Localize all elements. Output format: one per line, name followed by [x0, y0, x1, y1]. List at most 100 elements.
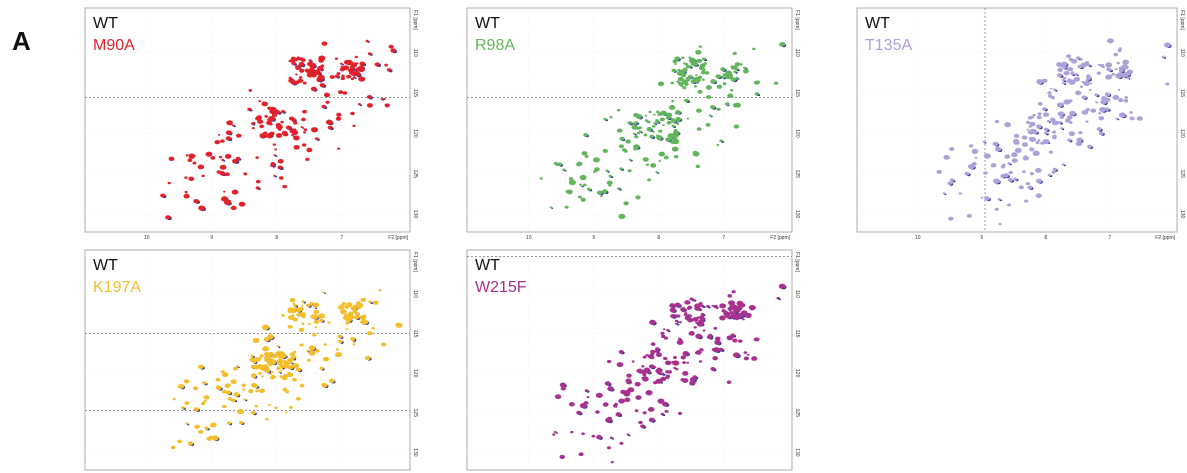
peak: [682, 361, 686, 364]
peak: [700, 312, 705, 316]
peak: [282, 387, 288, 392]
peak: [301, 304, 304, 307]
peak: [980, 196, 984, 199]
peak: [686, 361, 690, 364]
peak: [1163, 42, 1171, 48]
peak: [737, 312, 745, 318]
peak: [280, 120, 284, 124]
peak: [1027, 115, 1033, 120]
peak: [345, 302, 353, 308]
peak: [1077, 64, 1083, 69]
peak: [734, 62, 740, 67]
peak: [1106, 67, 1111, 71]
x-axis-label: F2 [ppm]: [770, 235, 790, 241]
peak: [586, 396, 590, 399]
peak: [366, 94, 373, 99]
peak: [1036, 124, 1042, 129]
peak: [269, 359, 277, 365]
peak: [1053, 88, 1057, 91]
peak: [230, 398, 236, 403]
peak: [1116, 61, 1120, 65]
peak: [341, 74, 345, 78]
peak: [699, 66, 703, 69]
peak: [699, 317, 705, 322]
peak: [352, 76, 356, 79]
peak: [340, 65, 343, 68]
peak: [288, 116, 295, 121]
peak: [581, 432, 585, 436]
peak: [1013, 133, 1020, 138]
peak: [974, 156, 978, 159]
peak: [250, 354, 254, 358]
peak: [233, 392, 240, 397]
peak: [290, 59, 293, 62]
x-tick-label: 7: [722, 235, 725, 241]
peak: [682, 79, 688, 84]
peak: [285, 411, 288, 414]
peak: [1104, 92, 1111, 97]
peak: [1007, 178, 1014, 183]
peak: [346, 74, 352, 79]
peak: [688, 56, 692, 59]
peak: [716, 143, 720, 146]
peak: [329, 75, 335, 79]
peak: [1026, 120, 1031, 124]
peak: [311, 314, 319, 320]
peak: [731, 290, 736, 294]
peak: [1098, 112, 1102, 115]
peak: [727, 93, 734, 99]
peak: [715, 336, 721, 341]
spectrum-panel: 10 9 8 7 F2 [ppm] 110 115 120 125 130 F1 [ppm] WT R9…: [466, 7, 800, 241]
peak: [634, 135, 639, 139]
peak: [368, 300, 372, 304]
peak: [695, 49, 702, 55]
peak: [657, 371, 661, 375]
peak: [251, 411, 256, 415]
peak: [704, 71, 710, 75]
peak: [1029, 128, 1037, 134]
peak: [600, 195, 603, 198]
peak: [712, 356, 718, 361]
peak: [299, 383, 305, 388]
peak: [1073, 59, 1078, 63]
peak: [1070, 72, 1075, 76]
peak: [205, 151, 213, 157]
peak: [160, 193, 166, 198]
peak: [1057, 73, 1063, 78]
x-tick-label: 7: [340, 235, 343, 241]
peak: [188, 153, 196, 159]
peak: [289, 297, 296, 303]
peak: [287, 357, 294, 363]
peak: [539, 177, 543, 180]
peak: [688, 57, 696, 64]
y-axis-label: F1 [ppm]: [1179, 10, 1185, 30]
peak: [257, 119, 264, 124]
peak: [1086, 74, 1091, 78]
peak: [243, 172, 248, 176]
peak: [568, 179, 576, 186]
peak: [354, 312, 361, 317]
peak: [1036, 79, 1044, 85]
peak: [357, 103, 361, 106]
peak: [712, 347, 721, 353]
peak: [776, 296, 780, 300]
reference-peak: [1128, 78, 1131, 80]
peak: [682, 86, 687, 90]
y-tick-label: 130: [412, 448, 418, 457]
peak: [215, 377, 221, 382]
peak: [726, 380, 732, 384]
peak: [295, 73, 298, 76]
peak: [949, 178, 955, 182]
peak: [617, 108, 621, 112]
peak: [693, 85, 697, 88]
peak: [708, 333, 713, 337]
peak: [579, 174, 587, 181]
y-tick-label: 110: [794, 49, 800, 57]
peak: [1021, 142, 1029, 147]
peak: [1061, 79, 1065, 82]
peak: [206, 436, 212, 441]
peak: [319, 83, 326, 88]
peak: [300, 126, 304, 129]
